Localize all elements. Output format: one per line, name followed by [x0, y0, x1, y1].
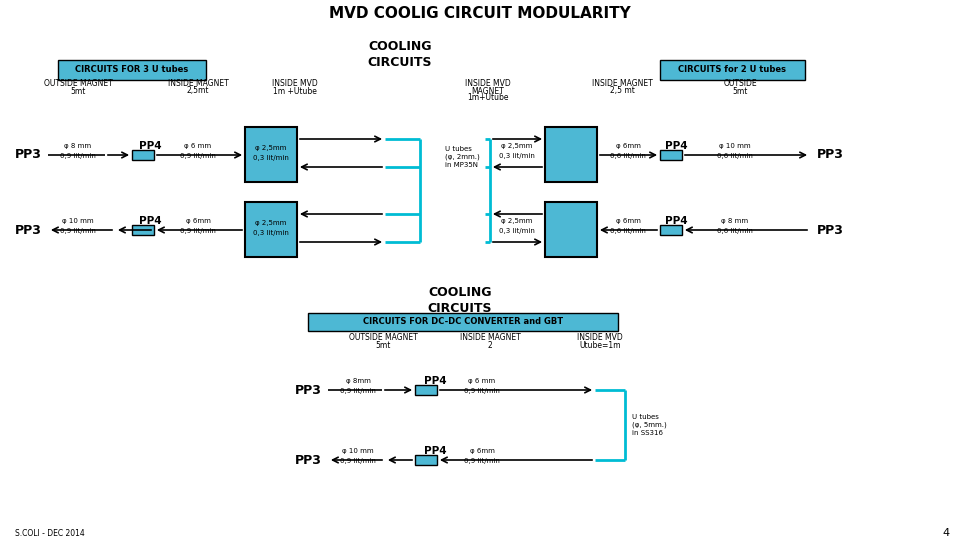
Text: CIRCUITS FOR 3 U tubes: CIRCUITS FOR 3 U tubes: [76, 65, 188, 75]
Text: 0,3 lit/min: 0,3 lit/min: [253, 230, 289, 236]
Text: φ 6mm: φ 6mm: [615, 218, 640, 224]
Text: CIRCUITS FOR DC-DC CONVERTER and GBT: CIRCUITS FOR DC-DC CONVERTER and GBT: [363, 318, 564, 327]
Text: φ 10 mm: φ 10 mm: [62, 218, 94, 224]
Text: Utube=1m: Utube=1m: [579, 341, 621, 349]
Text: φ 2,5mm: φ 2,5mm: [501, 143, 533, 149]
Text: 0,9 lit/min: 0,9 lit/min: [180, 153, 216, 159]
Text: φ 6mm: φ 6mm: [615, 143, 640, 149]
Text: INSIDE MAGNET: INSIDE MAGNET: [168, 79, 228, 89]
Text: φ 2,5mm: φ 2,5mm: [501, 218, 533, 224]
Text: 2,5 mt: 2,5 mt: [610, 86, 635, 96]
Text: φ 2,5mm: φ 2,5mm: [255, 220, 287, 226]
Text: MAGNET: MAGNET: [471, 86, 504, 96]
Text: PP4: PP4: [664, 141, 687, 151]
Bar: [660, 60, 805, 80]
Text: 5mt: 5mt: [732, 86, 748, 96]
Text: COOLING
CIRCUITS: COOLING CIRCUITS: [368, 39, 432, 69]
Text: 0,6 lit/min: 0,6 lit/min: [610, 228, 646, 234]
Text: φ 8mm: φ 8mm: [346, 378, 371, 384]
Text: 0,9 lit/min: 0,9 lit/min: [60, 153, 96, 159]
Text: MVD COOLIG CIRCUIT MODULARITY: MVD COOLIG CIRCUIT MODULARITY: [329, 6, 631, 22]
Text: PP4: PP4: [423, 376, 446, 386]
Bar: [245, 127, 297, 182]
Text: PP3: PP3: [295, 383, 322, 396]
Bar: [132, 225, 154, 235]
Text: PP3: PP3: [14, 148, 41, 161]
Text: 0,3 lit/min: 0,3 lit/min: [499, 228, 535, 234]
Text: 0,3 lit/min: 0,3 lit/min: [499, 153, 535, 159]
Text: PP4: PP4: [138, 141, 161, 151]
Text: 0,9 lit/min: 0,9 lit/min: [60, 228, 96, 234]
Bar: [545, 127, 597, 182]
Bar: [245, 202, 297, 257]
Text: 1m+Utube: 1m+Utube: [468, 93, 509, 103]
Text: INSIDE MAGNET: INSIDE MAGNET: [460, 334, 520, 342]
Text: φ 8 mm: φ 8 mm: [721, 218, 749, 224]
Text: 0,6 lit/min: 0,6 lit/min: [717, 153, 753, 159]
Text: INSIDE MVD: INSIDE MVD: [466, 79, 511, 89]
Text: 1m +Utube: 1m +Utube: [273, 86, 317, 96]
Bar: [415, 385, 437, 395]
Text: OUTSIDE: OUTSIDE: [723, 79, 756, 89]
Bar: [132, 150, 154, 160]
Text: φ 8 mm: φ 8 mm: [64, 143, 91, 149]
Bar: [58, 60, 206, 80]
Text: 5mt: 5mt: [70, 86, 85, 96]
Text: φ 2,5mm: φ 2,5mm: [255, 145, 287, 151]
Bar: [660, 225, 682, 235]
Text: U tubes
(φ, 5mm.)
in SS316: U tubes (φ, 5mm.) in SS316: [632, 414, 667, 436]
Text: φ 6mm: φ 6mm: [185, 218, 210, 224]
Text: PP3: PP3: [14, 224, 41, 237]
Text: 0,9 lit/min: 0,9 lit/min: [180, 228, 216, 234]
Text: φ 10 mm: φ 10 mm: [342, 448, 373, 454]
Text: INSIDE MVD: INSIDE MVD: [272, 79, 318, 89]
Text: PP4: PP4: [138, 216, 161, 226]
Text: φ 6 mm: φ 6 mm: [468, 378, 495, 384]
Text: OUTSIDE MAGNET: OUTSIDE MAGNET: [43, 79, 112, 89]
Bar: [415, 455, 437, 465]
Bar: [308, 313, 618, 331]
Text: 0,6 lit/min: 0,6 lit/min: [717, 228, 753, 234]
Text: 0,9 lit/min: 0,9 lit/min: [340, 458, 376, 464]
Text: INSIDE MVD: INSIDE MVD: [577, 334, 623, 342]
Text: 4: 4: [943, 528, 950, 538]
Text: OUTSIDE MAGNET: OUTSIDE MAGNET: [348, 334, 418, 342]
Text: COOLING
CIRCUITS: COOLING CIRCUITS: [428, 286, 492, 314]
Text: 2,5mt: 2,5mt: [187, 86, 209, 96]
Text: 0,9 lit/min: 0,9 lit/min: [340, 388, 376, 394]
Text: φ 6 mm: φ 6 mm: [184, 143, 211, 149]
Text: 0,9 lit/min: 0,9 lit/min: [464, 388, 500, 394]
Text: PP3: PP3: [817, 148, 844, 161]
Text: 0,6 lit/min: 0,6 lit/min: [610, 153, 646, 159]
Text: 0,3 lit/min: 0,3 lit/min: [253, 155, 289, 161]
Bar: [660, 150, 682, 160]
Text: U tubes
(φ, 2mm.)
in MP35N: U tubes (φ, 2mm.) in MP35N: [445, 146, 480, 168]
Text: PP4: PP4: [664, 216, 687, 226]
Text: 0,9 lit/min: 0,9 lit/min: [464, 458, 500, 464]
Text: S.COLI - DEC 2014: S.COLI - DEC 2014: [15, 529, 84, 537]
Text: CIRCUITS for 2 U tubes: CIRCUITS for 2 U tubes: [678, 65, 786, 75]
Text: PP3: PP3: [817, 224, 844, 237]
Text: PP4: PP4: [423, 446, 446, 456]
Bar: [545, 202, 597, 257]
Text: φ 6mm: φ 6mm: [469, 448, 494, 454]
Text: 5mt: 5mt: [375, 341, 391, 349]
Text: 2: 2: [488, 341, 492, 349]
Text: INSIDE MAGNET: INSIDE MAGNET: [591, 79, 653, 89]
Text: PP3: PP3: [295, 454, 322, 467]
Text: φ 10 mm: φ 10 mm: [719, 143, 751, 149]
